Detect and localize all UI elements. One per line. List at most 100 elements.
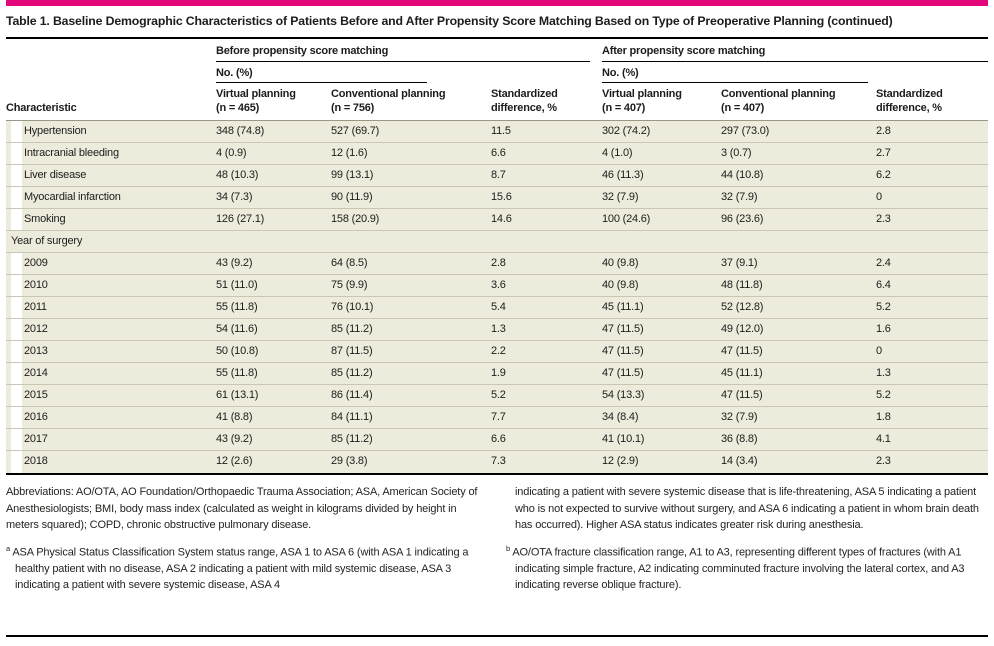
footnote-b: b AO/OTA fracture classification range, …	[506, 543, 988, 594]
group-before: Before propensity score matching	[216, 39, 602, 62]
col-header-line2: (n = 407)	[602, 101, 646, 114]
abbreviations-note: Abbreviations: AO/OTA, AO Foundation/Ort…	[6, 486, 478, 532]
row-cell: 48 (11.8)	[721, 279, 763, 292]
col-header-before-std-diff: Standardized difference, %	[491, 88, 602, 116]
row-cell: 41 (8.8)	[216, 411, 253, 424]
row-cell: 15.6	[491, 191, 512, 204]
row-cell: 45 (11.1)	[721, 367, 763, 380]
row-cell: 11.5	[491, 125, 511, 138]
row-cell: 12 (2.6)	[216, 455, 253, 468]
unit-after: No. (%)	[602, 62, 876, 83]
table-title: Table 1. Baseline Demographic Characteri…	[6, 14, 893, 28]
row-cell: 41 (10.1)	[602, 433, 645, 446]
col-header-after-conventional: Conventional planning (n = 407)	[721, 88, 876, 116]
row-cell: 2.3	[876, 455, 891, 468]
row-cell: 48 (10.3)	[216, 169, 259, 182]
row-cell	[331, 231, 491, 252]
col-header-before-conventional: Conventional planning (n = 756)	[331, 88, 491, 116]
row-cell: 158 (20.9)	[331, 213, 380, 226]
row-cell: 40 (9.8)	[602, 257, 639, 270]
col-header-line1: Virtual planning	[216, 87, 296, 100]
row-cell: 6.6	[491, 147, 506, 160]
row-cell: 6.4	[876, 279, 891, 292]
row-label: Smoking	[24, 213, 66, 226]
col-header-line1: Conventional planning	[331, 87, 446, 100]
row-cell: 45 (11.1)	[602, 301, 644, 314]
col-header-line1: Standardized	[491, 87, 558, 100]
row-cell: 32 (7.9)	[721, 191, 758, 204]
row-label: 2017	[24, 433, 48, 446]
row-cell: 14 (3.4)	[721, 455, 758, 468]
col-header-line2: (n = 465)	[216, 101, 260, 114]
row-cell: 37 (9.1)	[721, 257, 758, 270]
row-cell	[491, 231, 602, 252]
row-cell: 49 (12.0)	[721, 323, 764, 336]
group-header-row: Before propensity score matching After p…	[6, 39, 988, 62]
row-cell: 4.1	[876, 433, 891, 446]
col-header-line1: Virtual planning	[602, 87, 682, 100]
row-cell: 85 (11.2)	[331, 367, 373, 380]
row-cell: 6.6	[491, 433, 506, 446]
row-cell: 348 (74.8)	[216, 125, 265, 138]
row-cell: 6.2	[876, 169, 891, 182]
footnote-b-marker: b	[506, 543, 511, 553]
unit-header-row: No. (%) No. (%)	[6, 62, 988, 83]
col-header-line2: (n = 407)	[721, 101, 765, 114]
group-after: After propensity score matching	[602, 39, 988, 62]
table-row: 2009 43 (9.2) 64 (8.5) 2.8 40 (9.8) 37 (…	[6, 253, 988, 276]
row-cell: 55 (11.8)	[216, 301, 258, 314]
row-label: 2018	[24, 455, 48, 468]
row-label: 2010	[24, 279, 48, 292]
row-cell: 12 (2.9)	[602, 455, 639, 468]
row-cell: 40 (9.8)	[602, 279, 639, 292]
table-row: Liver disease 48 (10.3) 99 (13.1) 8.7 46…	[6, 165, 988, 188]
row-cell: 61 (13.1)	[216, 389, 259, 402]
col-header-before-virtual: Virtual planning (n = 465)	[216, 88, 331, 116]
row-cell: 8.7	[491, 169, 506, 182]
row-cell: 7.7	[491, 411, 506, 424]
row-cell: 43 (9.2)	[216, 433, 253, 446]
row-cell: 2.2	[491, 345, 506, 358]
row-cell: 5.2	[491, 389, 506, 402]
row-cell: 47 (11.5)	[602, 345, 644, 358]
row-cell: 50 (10.8)	[216, 345, 259, 358]
row-cell: 84 (11.1)	[331, 411, 373, 424]
row-cell: 0	[876, 345, 882, 358]
row-cell: 47 (11.5)	[602, 323, 644, 336]
unit-after-label: No. (%)	[602, 62, 868, 83]
row-cell: 86 (11.4)	[331, 389, 373, 402]
row-cell: 85 (11.2)	[331, 433, 373, 446]
row-cell: 2.4	[876, 257, 891, 270]
table-body: Hypertension 348 (74.8) 527 (69.7) 11.5 …	[6, 120, 988, 476]
row-label: Myocardial infarction	[24, 191, 121, 204]
table-row: 2012 54 (11.6) 85 (11.2) 1.3 47 (11.5) 4…	[6, 319, 988, 342]
row-cell: 29 (3.8)	[331, 455, 368, 468]
bottom-rule	[6, 635, 988, 637]
footnote-a: a ASA Physical Status Classification Sys…	[6, 543, 484, 594]
row-cell: 87 (11.5)	[331, 345, 373, 358]
row-cell: 4 (1.0)	[602, 147, 633, 160]
row-cell: 3 (0.7)	[721, 147, 752, 160]
row-cell: 2.3	[876, 213, 891, 226]
row-cell: 55 (11.8)	[216, 367, 258, 380]
row-cell: 1.3	[491, 323, 506, 336]
row-cell: 85 (11.2)	[331, 323, 373, 336]
row-cell	[876, 231, 988, 252]
row-cell: 14.6	[491, 213, 512, 226]
table-row: Intracranial bleeding 4 (0.9) 12 (1.6) 6…	[6, 143, 988, 166]
row-cell: 96 (23.6)	[721, 213, 764, 226]
row-cell: 54 (11.6)	[216, 323, 258, 336]
row-cell: 0	[876, 191, 882, 204]
row-cell: 1.6	[876, 323, 891, 336]
row-cell	[216, 231, 331, 252]
table-row: Hypertension 348 (74.8) 527 (69.7) 11.5 …	[6, 121, 988, 144]
row-label: Year of surgery	[11, 235, 83, 248]
row-label: Liver disease	[24, 169, 87, 182]
row-label: Hypertension	[24, 125, 87, 138]
footnotes: Abbreviations: AO/OTA, AO Foundation/Ort…	[6, 475, 988, 594]
table-accent-bar	[6, 0, 988, 6]
table-row: 2013 50 (10.8) 87 (11.5) 2.2 47 (11.5) 4…	[6, 341, 988, 364]
row-cell: 297 (73.0)	[721, 125, 770, 138]
row-label: 2009	[24, 257, 48, 270]
